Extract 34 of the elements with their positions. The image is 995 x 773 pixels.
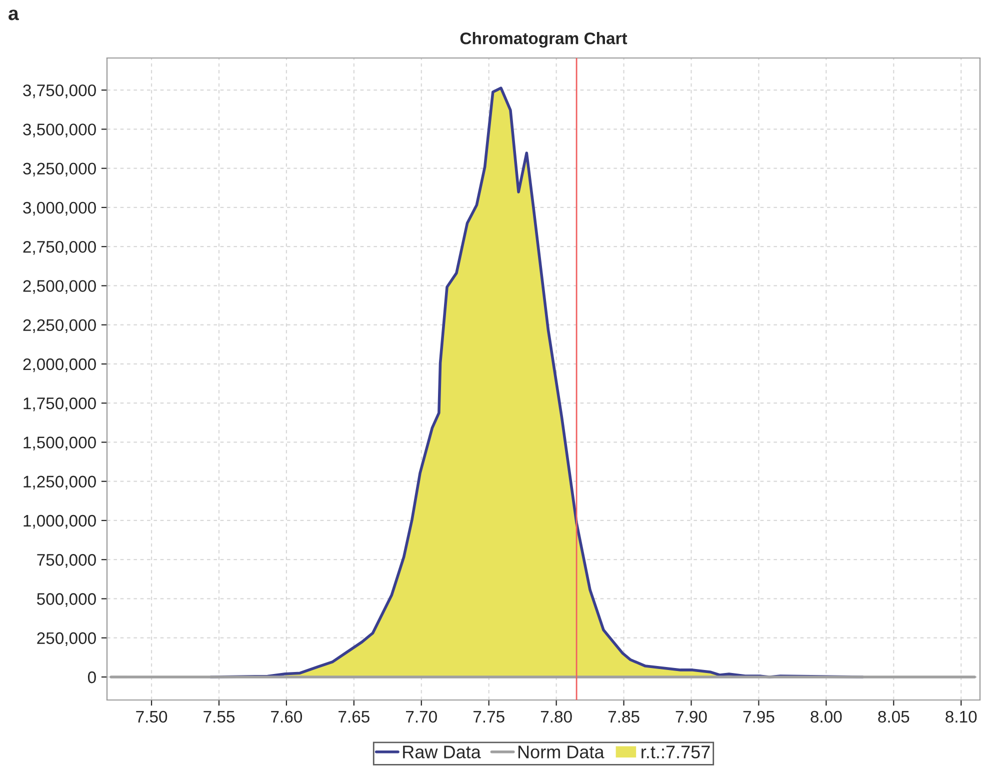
- chart-title: Chromatogram Chart: [460, 32, 628, 48]
- y-tick-label: 3,250,000: [23, 162, 96, 177]
- x-tick-label: 8.05: [878, 710, 910, 723]
- x-tick-label: 8.10: [946, 710, 977, 723]
- y-tick-label: 1,750,000: [24, 398, 96, 412]
- y-tick-label: 1,500,000: [24, 436, 96, 450]
- y-tick-label: 250,000: [37, 632, 96, 646]
- x-tick-label: 7.65: [338, 710, 370, 723]
- x-tick-label: 8.00: [810, 710, 842, 723]
- legend-label: r.t.:7.757: [642, 746, 710, 758]
- y-tick-label: 1,250,000: [24, 476, 96, 490]
- y-tick-label: 2,250,000: [23, 319, 96, 334]
- y-tick-label: 2,500,000: [23, 280, 96, 294]
- y-tick-label: 2,000,000: [23, 358, 96, 372]
- y-tick-label: 2,750,000: [23, 240, 96, 255]
- y-tick-label: 3,500,000: [23, 124, 96, 138]
- y-tick-label: 1,000,000: [24, 514, 96, 529]
- x-tick-label: 7.60: [271, 710, 302, 723]
- x-tick-label: 7.90: [676, 710, 707, 723]
- y-tick-label: 750,000: [37, 554, 96, 568]
- y-tick-label: 3,000,000: [23, 202, 96, 216]
- y-tick-label: 3,750,000: [23, 84, 96, 98]
- y-tick-label: 500,000: [37, 593, 96, 607]
- x-tick-label: 7.80: [540, 710, 572, 723]
- legend-label: Norm Data: [518, 746, 604, 758]
- y-tick-label: 0: [88, 671, 96, 684]
- x-tick-label: 7.50: [136, 710, 168, 723]
- x-tick-label: 7.70: [406, 710, 437, 723]
- x-tick-label: 7.75: [473, 711, 504, 723]
- legend-label: Raw Data: [403, 746, 481, 758]
- x-tick-label: 7.55: [204, 711, 235, 723]
- text: a: [8, 10, 19, 20]
- x-tick-label: 7.95: [743, 710, 774, 723]
- x-tick-label: 7.85: [608, 710, 640, 723]
